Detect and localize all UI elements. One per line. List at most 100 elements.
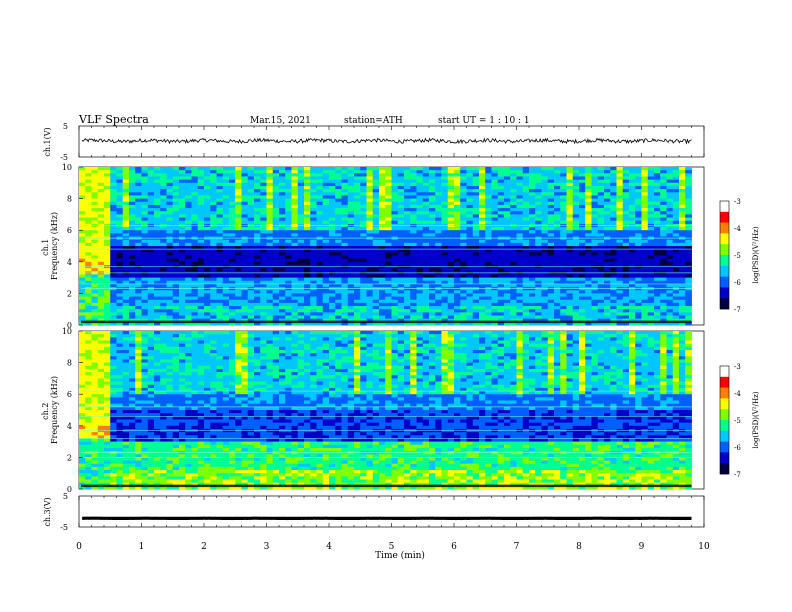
spectrogram-cell	[479, 227, 486, 231]
spectrogram-cell	[454, 176, 461, 181]
spectrogram-cell	[422, 204, 430, 209]
spectrogram-cell	[354, 233, 361, 237]
spectrogram-cell	[135, 214, 142, 218]
spectrogram-cell	[610, 309, 617, 313]
spectrogram-cell	[460, 176, 467, 181]
spectrogram-cell	[429, 217, 436, 222]
spectrogram-cell	[241, 233, 249, 237]
spectrogram-cell	[79, 343, 86, 348]
spectrogram-cell	[235, 277, 242, 282]
spectrogram-cell	[172, 321, 180, 326]
spectrogram-cell	[291, 227, 299, 231]
spectrogram-cell	[460, 214, 467, 218]
spectrogram-cell	[247, 315, 255, 320]
spectrogram-cell	[410, 283, 417, 288]
spectrogram-cell	[304, 217, 311, 222]
spectrogram-cell	[685, 242, 692, 247]
spectrogram-cell	[97, 239, 105, 244]
ch1-ytick-bottom: -5	[60, 153, 68, 162]
spectrogram-cell	[229, 182, 236, 187]
spectrogram-cell	[454, 296, 461, 301]
spectrogram-cell	[222, 227, 230, 231]
spectrogram-cell	[372, 170, 380, 174]
spectrogram-cell	[97, 280, 105, 285]
spectrogram-cell	[329, 217, 336, 222]
spectrogram-cell	[154, 192, 161, 196]
spectrogram-cell	[554, 246, 561, 250]
spectrogram-cell	[160, 277, 167, 282]
spectrogram-cell	[204, 296, 211, 301]
spectrogram-cell	[504, 258, 511, 263]
spectrogram-cell	[647, 217, 655, 222]
spectrogram-cell	[685, 173, 692, 177]
spectrogram-cell	[654, 217, 661, 222]
spectrogram-cell	[179, 242, 186, 247]
spectrogram-cell	[460, 198, 467, 203]
spectrogram-cell	[591, 242, 599, 247]
spectrogram-cell	[129, 309, 136, 313]
spectrogram-cell	[147, 198, 155, 203]
spectrogram-cell	[422, 299, 430, 304]
spectrogram-cell	[97, 179, 105, 184]
spectrogram-cell	[129, 268, 136, 272]
spectrogram-cell	[529, 208, 536, 212]
spectrogram-cell	[304, 179, 311, 184]
spectrogram-cell	[466, 280, 474, 285]
spectrogram-cell	[579, 252, 586, 256]
spectrogram-cell	[429, 246, 436, 250]
spectrogram-cell	[454, 261, 461, 266]
spectrogram-cell	[129, 176, 136, 181]
spectrogram-cell	[135, 277, 142, 282]
spectrogram-cell	[660, 242, 667, 247]
spectrogram-cell	[522, 208, 530, 212]
spectrogram-cell	[429, 261, 436, 266]
spectrogram-cell	[447, 217, 455, 222]
spectrogram-cell	[191, 217, 199, 222]
spectrogram-cell	[79, 280, 86, 285]
spectrogram-cell	[216, 239, 224, 244]
spectrogram-cell	[222, 312, 230, 316]
spectrogram-cell	[385, 309, 392, 313]
spectrogram-cell	[241, 176, 249, 181]
spectrogram-cell	[116, 176, 124, 181]
colorbar-swatch	[720, 233, 729, 237]
spectrogram-cell	[522, 258, 530, 263]
spectrogram-cell	[547, 277, 555, 282]
spectrogram-cell	[79, 368, 86, 373]
spectrogram-cell	[435, 315, 442, 320]
spectrogram-cell	[479, 268, 486, 272]
spectrogram-cell	[591, 249, 599, 253]
spectrogram-cell	[247, 293, 255, 297]
spectrogram-cell	[116, 258, 124, 263]
spectrogram-cell	[166, 252, 174, 256]
spectrogram-cell	[535, 198, 542, 203]
spectrogram-cell	[254, 299, 261, 304]
spectrogram-cell	[85, 261, 92, 266]
spectrogram-cell	[304, 195, 311, 199]
spectrogram-cell	[141, 252, 149, 256]
spectrogram-cell	[79, 242, 86, 247]
spectrogram-cell	[191, 227, 199, 231]
spectrogram-cell	[529, 293, 536, 297]
spectrogram-cell	[285, 252, 292, 256]
spectrogram-cell	[222, 277, 230, 282]
spectrogram-cell	[341, 170, 349, 174]
spectrogram-cell	[297, 198, 305, 203]
spectrogram-cell	[360, 280, 367, 285]
spectrogram-cell	[347, 321, 355, 326]
spectrogram-cell	[460, 268, 467, 272]
spectrogram-cell	[241, 258, 249, 263]
spectrogram-cell	[154, 302, 161, 307]
spectrogram-cell	[454, 239, 461, 244]
spectrogram-cell	[272, 277, 280, 282]
spectrogram-cell	[560, 283, 567, 288]
spectrogram-cell	[97, 173, 105, 177]
spectrogram-cell	[160, 315, 167, 320]
spectrogram-cell	[460, 192, 467, 196]
spectrogram-cell	[360, 192, 367, 196]
spectrogram-cell	[572, 227, 580, 231]
spectrogram-cell	[491, 252, 499, 256]
spectrogram-cell	[235, 293, 242, 297]
spectrogram-cell	[172, 179, 180, 184]
spectrogram-cell	[472, 214, 480, 218]
